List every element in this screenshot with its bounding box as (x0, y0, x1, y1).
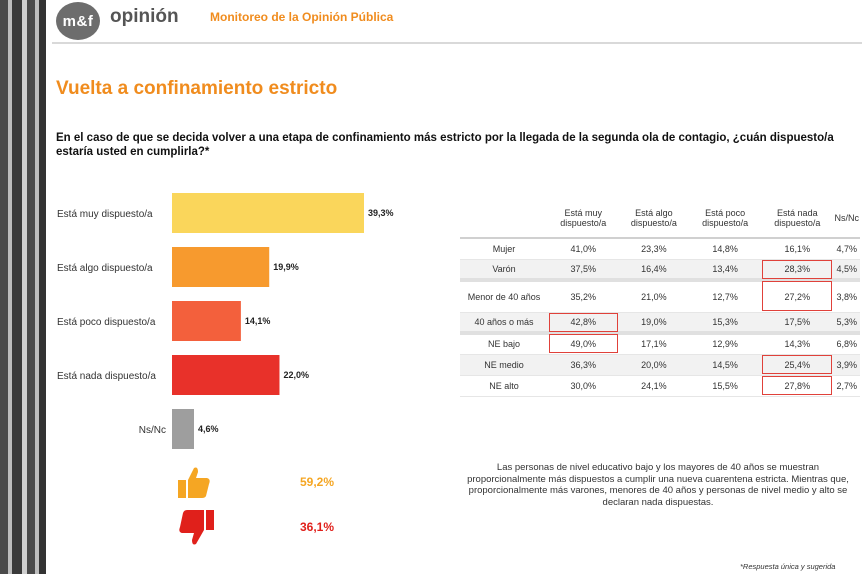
brand-logo: m&f (56, 2, 100, 40)
column-header: Ns/Nc (834, 212, 859, 223)
table-header-row: Está muy dispuesto/a Está algo dispuesto… (460, 198, 860, 238)
decorative-side-stripes (0, 0, 50, 574)
bar-value-label: 22,0% (283, 370, 309, 380)
total-no-dispuestos: 36,1% (300, 520, 335, 534)
bar-category-label: Está poco dispuesto/a (57, 317, 156, 328)
crosstab-table: Está muy dispuesto/a Está algo dispuesto… (460, 198, 860, 397)
table-row: Varón 37,5% 16,4% 13,4% 28,3% 4,5% (460, 259, 860, 281)
table-cell: 21,0% (618, 278, 690, 313)
table-cell: 4,7% (833, 237, 860, 260)
thumbs-up-icon (178, 467, 210, 498)
highlighted-cell: 49,0% (548, 331, 619, 355)
table-cell: 4,5% (833, 259, 860, 281)
row-label: Menor de 40 años (460, 278, 548, 313)
row-label: Varón (460, 259, 548, 281)
table-cell: 14,3% (761, 331, 834, 355)
table-cell: 14,8% (689, 237, 762, 260)
highlighted-cell: 28,3% (761, 259, 834, 281)
bar-category-label: Está algo dispuesto/a (57, 263, 153, 274)
bar-category-label: Ns/Nc (139, 425, 166, 436)
survey-question: En el caso de que se decida volver a una… (56, 132, 834, 158)
bar-value-label: 4,6% (198, 424, 219, 434)
table-cell: 37,5% (548, 259, 619, 281)
table-cell: 12,9% (689, 331, 762, 355)
table-cell: 13,4% (689, 259, 762, 281)
table-cell: 5,3% (833, 312, 860, 334)
brand-name: opinión (110, 6, 179, 27)
row-label: Mujer (460, 237, 548, 260)
table-cell: 23,3% (618, 237, 690, 260)
table-cell: 35,2% (548, 278, 619, 313)
footnote: *Respuesta única y sugerida (740, 562, 836, 571)
table-cell: 41,0% (548, 237, 619, 260)
row-label: NE alto (460, 375, 548, 397)
column-header: Está nada dispuesto/a (774, 207, 821, 228)
bar-value-label: 19,9% (273, 262, 299, 272)
table-row: Menor de 40 años 35,2% 21,0% 12,7% 27,2%… (460, 278, 860, 313)
bar (172, 409, 194, 449)
page-title: Vuelta a confinamiento estricto (56, 78, 338, 99)
table-cell: 17,1% (618, 331, 690, 355)
table-corner (460, 198, 548, 238)
table-cell: 2,7% (833, 375, 860, 397)
table-row: Mujer 41,0% 23,3% 14,8% 16,1% 4,7% (460, 237, 860, 260)
table-cell: 24,1% (618, 375, 690, 397)
table-cell: 6,8% (833, 331, 860, 355)
highlighted-cell: 25,4% (761, 354, 834, 376)
table-cell: 16,1% (761, 237, 834, 260)
highlighted-cell: 27,8% (761, 375, 834, 397)
column-header: Está poco dispuesto/a (702, 207, 749, 228)
highlighted-cell: 42,8% (548, 312, 619, 334)
table-cell: 3,9% (833, 354, 860, 376)
bar-category-label: Está nada dispuesto/a (57, 371, 156, 382)
bar (172, 193, 364, 233)
bar (172, 355, 280, 395)
table-cell: 17,5% (761, 312, 834, 334)
table-cell: 3,8% (833, 278, 860, 313)
bar-value-label: 39,3% (368, 208, 394, 218)
table-cell: 15,3% (689, 312, 762, 334)
logo-text: m&f (62, 12, 94, 30)
table-cell: 16,4% (618, 259, 690, 281)
column-header: Está algo dispuesto/a (630, 207, 677, 228)
table-cell: 14,5% (689, 354, 762, 376)
table-row: 40 años o más 42,8% 19,0% 15,3% 17,5% 5,… (460, 312, 860, 334)
table-row: NE bajo 49,0% 17,1% 12,9% 14,3% 6,8% (460, 331, 860, 355)
crosstab: Está muy dispuesto/a Está algo dispuesto… (460, 198, 860, 397)
table-cell: 12,7% (689, 278, 762, 313)
table-row: NE alto 30,0% 24,1% 15,5% 27,8% 2,7% (460, 375, 860, 397)
analysis-note: Las personas de nivel educativo bajo y l… (467, 462, 849, 508)
column-header: Está muy dispuesto/a (560, 207, 607, 228)
table-cell: 30,0% (548, 375, 619, 397)
table-cell: 20,0% (618, 354, 690, 376)
row-label: 40 años o más (460, 312, 548, 334)
bar-category-label: Está muy dispuesto/a (57, 209, 153, 220)
highlighted-cell: 27,2% (761, 278, 834, 313)
header: m&f opinión Monitoreo de la Opinión Públ… (52, 0, 862, 44)
table-cell: 19,0% (618, 312, 690, 334)
thumbs-down-icon (179, 510, 214, 545)
table-cell: 15,5% (689, 375, 762, 397)
row-label: NE medio (460, 354, 548, 376)
row-label: NE bajo (460, 331, 548, 355)
bar-value-label: 14,1% (245, 316, 271, 326)
header-subtitle: Monitoreo de la Opinión Pública (210, 10, 394, 24)
table-row: NE medio 36,3% 20,0% 14,5% 25,4% 3,9% (460, 354, 860, 376)
total-dispuestos: 59,2% (300, 475, 335, 489)
table-cell: 36,3% (548, 354, 619, 376)
bar (172, 247, 270, 287)
bar-chart: Está muy dispuesto/a 39,3% Está algo dispu… (57, 193, 394, 449)
bar (172, 301, 241, 341)
